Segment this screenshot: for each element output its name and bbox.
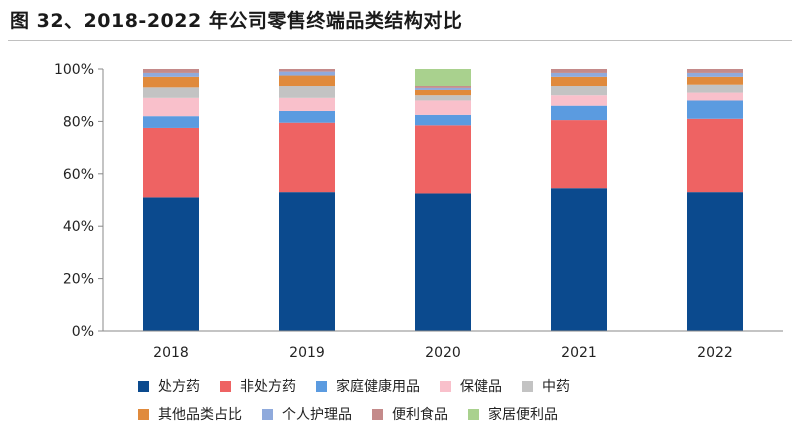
bar-segment xyxy=(551,95,607,106)
y-tick-label: 0% xyxy=(72,324,94,340)
bar-segment xyxy=(551,72,607,77)
bar-segment xyxy=(279,192,335,331)
legend-swatch xyxy=(522,380,533,392)
legend-swatch xyxy=(262,408,273,420)
bar-segment xyxy=(551,86,607,96)
bar-segment xyxy=(687,76,743,85)
legend-swatch xyxy=(138,380,149,392)
y-tick-label: 60% xyxy=(63,167,94,183)
bar-segment xyxy=(279,75,335,87)
y-tick-label: 40% xyxy=(63,219,94,235)
legend-swatch xyxy=(138,408,149,420)
bar-segment xyxy=(415,89,471,96)
chart-title: 图 32、2018-2022 年公司零售终端品类结构对比 xyxy=(10,10,463,32)
x-tick-label: 2019 xyxy=(289,345,325,361)
legend-row: 处方药 非处方药 家庭健康用品 保健品 中药 xyxy=(138,376,698,396)
bar-segment xyxy=(551,76,607,87)
legend-label: 家居便利品 xyxy=(488,407,558,423)
legend-item: 中药 xyxy=(522,376,570,396)
bar-segment xyxy=(143,116,199,128)
bar-segment xyxy=(551,69,607,73)
x-tick-label: 2020 xyxy=(425,345,461,361)
legend-label: 其他品类占比 xyxy=(158,407,242,423)
bar-segment xyxy=(687,84,743,93)
legend-item: 其他品类占比 xyxy=(138,404,242,424)
bar-segment xyxy=(415,95,471,101)
bar-segment xyxy=(551,188,607,331)
x-tick-label: 2021 xyxy=(561,345,597,361)
bar-segment xyxy=(551,105,607,121)
legend: 处方药 非处方药 家庭健康用品 保健品 中药 其他品类占比 个人护理品 便利食品 家居便利品 xyxy=(138,376,698,432)
y-tick-label: 100% xyxy=(54,62,94,78)
legend-swatch xyxy=(468,408,479,420)
bar-segment xyxy=(415,86,471,88)
legend-item: 便利食品 xyxy=(372,404,448,424)
y-tick-label: 80% xyxy=(63,114,94,130)
legend-label: 家庭健康用品 xyxy=(336,379,420,395)
bar-segment xyxy=(279,71,335,76)
bar-segment xyxy=(415,193,471,331)
bar-segment xyxy=(279,86,335,98)
bar-segment xyxy=(415,100,471,115)
legend-item: 保健品 xyxy=(440,376,502,396)
legend-label: 非处方药 xyxy=(240,379,296,395)
bar-segment xyxy=(687,192,743,331)
legend-row: 其他品类占比 个人护理品 便利食品 家居便利品 xyxy=(138,404,698,424)
legend-label: 处方药 xyxy=(158,379,200,395)
legend-swatch xyxy=(440,380,451,392)
bar-segment xyxy=(279,122,335,193)
bar-segment xyxy=(551,120,607,189)
bar-segment xyxy=(687,69,743,73)
bar-segment xyxy=(143,97,199,117)
legend-item: 个人护理品 xyxy=(262,404,352,424)
title-divider xyxy=(8,40,792,41)
bar-segment xyxy=(143,72,199,77)
bar-segment xyxy=(415,125,471,194)
bar-segment xyxy=(687,100,743,119)
bar-segment xyxy=(687,72,743,77)
bar-segment xyxy=(143,69,199,73)
bar-segment xyxy=(279,69,335,72)
legend-swatch xyxy=(220,380,231,392)
bar-segment xyxy=(687,92,743,101)
bar-segment xyxy=(415,114,471,126)
y-tick-label: 20% xyxy=(63,272,94,288)
bar-segment xyxy=(143,87,199,98)
bar-segment xyxy=(687,118,743,193)
bar-segment xyxy=(279,110,335,123)
bar-segment xyxy=(415,87,471,90)
legend-swatch xyxy=(372,408,383,420)
x-tick-label: 2018 xyxy=(153,345,189,361)
legend-label: 保健品 xyxy=(460,379,502,395)
bar-segment xyxy=(143,197,199,331)
bar-segment xyxy=(143,76,199,88)
legend-label: 便利食品 xyxy=(392,407,448,423)
legend-label: 中药 xyxy=(542,379,570,395)
legend-item: 非处方药 xyxy=(220,376,296,396)
legend-item: 处方药 xyxy=(138,376,200,396)
legend-swatch xyxy=(316,380,327,392)
bar-segment xyxy=(279,97,335,111)
legend-item: 家庭健康用品 xyxy=(316,376,420,396)
x-tick-label: 2022 xyxy=(697,345,733,361)
legend-label: 个人护理品 xyxy=(282,407,352,423)
bar-segment xyxy=(143,127,199,198)
legend-item: 家居便利品 xyxy=(468,404,558,424)
bar-segment xyxy=(415,69,471,87)
